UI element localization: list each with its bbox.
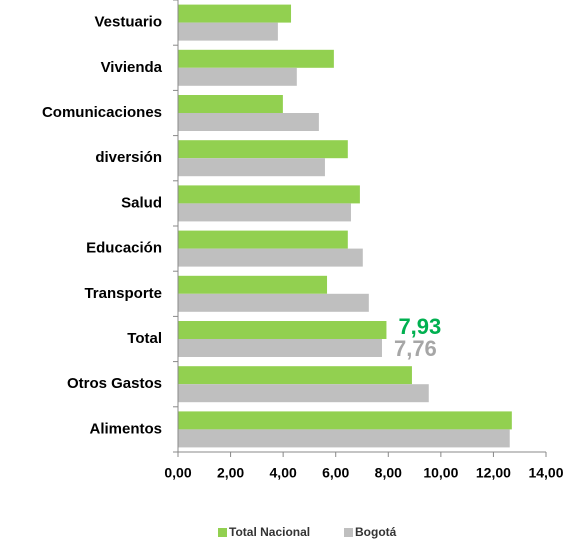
x-tick-label: 10,00 xyxy=(423,465,458,481)
y-tick-label: Otros Gastos xyxy=(67,375,162,392)
bar xyxy=(178,384,429,403)
bar xyxy=(178,203,351,222)
x-tick-label: 0,00 xyxy=(164,465,191,481)
data-label: 7,93 xyxy=(398,314,441,339)
bar xyxy=(178,293,369,312)
y-tick-label: Vestuario xyxy=(94,14,162,31)
bar xyxy=(178,411,512,430)
data-label: 7,76 xyxy=(394,336,437,361)
bar xyxy=(178,248,363,267)
x-tick-label: 14,00 xyxy=(528,465,563,481)
y-tick-label: Comunicaciones xyxy=(42,104,162,121)
legend-label: Bogotá xyxy=(355,525,397,539)
y-tick-label: Transporte xyxy=(84,285,162,302)
x-tick-label: 6,00 xyxy=(322,465,349,481)
bar xyxy=(178,339,382,357)
bar xyxy=(178,95,283,113)
y-tick-label: Total xyxy=(127,330,162,347)
legend-label: Total Nacional xyxy=(229,525,310,539)
y-tick-label: Salud xyxy=(121,194,162,211)
bar xyxy=(178,49,334,68)
y-tick-label: Vivienda xyxy=(101,59,163,76)
bar xyxy=(178,140,348,159)
bar xyxy=(178,113,319,131)
x-tick-label: 12,00 xyxy=(476,465,511,481)
bar xyxy=(178,275,328,294)
bar xyxy=(178,185,360,204)
x-tick-label: 4,00 xyxy=(270,465,297,481)
x-tick-label: 8,00 xyxy=(375,465,402,481)
bar xyxy=(178,158,325,177)
legend-swatch xyxy=(344,528,353,537)
legend-swatch xyxy=(218,528,227,537)
y-tick-label: Alimentos xyxy=(89,420,162,437)
y-tick-label: Educación xyxy=(86,240,162,257)
y-tick-label: diversión xyxy=(95,149,162,166)
bar xyxy=(178,22,278,41)
bar xyxy=(178,366,412,385)
bar xyxy=(178,230,348,249)
x-tick-label: 2,00 xyxy=(217,465,244,481)
bar xyxy=(178,4,292,23)
bar xyxy=(178,321,387,339)
bar xyxy=(178,429,510,448)
bar xyxy=(178,67,297,86)
